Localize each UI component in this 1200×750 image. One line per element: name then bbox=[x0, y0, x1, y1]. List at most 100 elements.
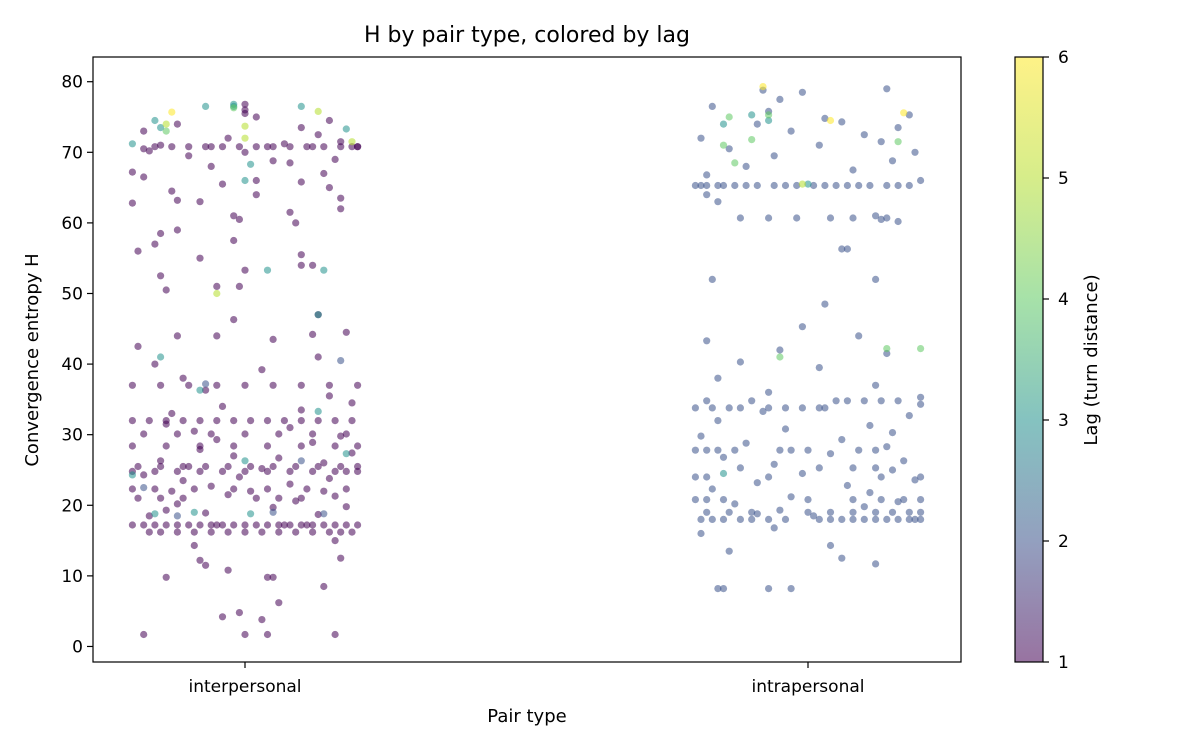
data-point bbox=[230, 236, 238, 245]
data-point bbox=[736, 404, 745, 412]
data-point bbox=[331, 521, 339, 529]
data-point bbox=[781, 404, 790, 412]
data-point bbox=[719, 120, 728, 128]
data-point bbox=[703, 397, 711, 405]
data-point bbox=[905, 508, 913, 516]
data-point bbox=[331, 630, 339, 639]
data-point bbox=[286, 480, 294, 488]
data-point bbox=[162, 442, 170, 450]
data-point bbox=[247, 462, 255, 471]
data-point bbox=[703, 446, 711, 454]
data-point bbox=[157, 494, 165, 502]
data-point bbox=[860, 131, 868, 139]
data-point bbox=[185, 381, 193, 389]
data-point bbox=[348, 417, 356, 425]
data-point bbox=[168, 187, 176, 195]
data-point bbox=[185, 521, 193, 529]
data-point bbox=[703, 337, 711, 345]
data-point bbox=[719, 585, 728, 593]
data-point bbox=[883, 181, 891, 190]
data-point bbox=[140, 173, 148, 181]
data-point bbox=[798, 469, 807, 478]
data-point bbox=[297, 521, 305, 529]
data-point bbox=[731, 159, 739, 167]
data-point bbox=[202, 509, 210, 517]
data-point bbox=[838, 554, 846, 562]
data-point bbox=[759, 407, 767, 415]
data-point bbox=[337, 357, 345, 365]
data-point bbox=[815, 364, 823, 372]
data-point bbox=[162, 286, 170, 294]
data-point bbox=[697, 515, 705, 524]
data-point bbox=[719, 181, 728, 190]
data-point bbox=[838, 515, 846, 524]
data-point bbox=[213, 417, 221, 425]
data-point bbox=[263, 521, 272, 529]
data-point bbox=[241, 528, 249, 536]
data-point bbox=[703, 496, 711, 504]
data-point bbox=[894, 515, 902, 524]
data-point bbox=[872, 381, 880, 389]
data-point bbox=[207, 430, 215, 438]
data-point bbox=[765, 404, 773, 412]
data-point bbox=[843, 245, 852, 253]
data-point bbox=[917, 473, 925, 481]
data-point bbox=[719, 141, 728, 149]
data-point bbox=[297, 494, 305, 502]
data-point bbox=[230, 521, 238, 529]
data-point bbox=[787, 493, 795, 501]
data-point bbox=[196, 417, 204, 425]
data-point bbox=[258, 616, 266, 624]
data-point bbox=[213, 381, 221, 389]
data-point bbox=[691, 446, 700, 454]
data-point bbox=[325, 528, 333, 536]
data-point bbox=[263, 467, 272, 475]
data-point bbox=[342, 125, 350, 133]
data-point bbox=[173, 430, 181, 438]
data-point bbox=[247, 510, 255, 518]
data-point bbox=[241, 630, 249, 639]
data-point bbox=[320, 266, 328, 274]
data-point bbox=[128, 140, 136, 148]
data-point bbox=[793, 181, 801, 190]
data-point bbox=[917, 400, 925, 408]
data-point bbox=[826, 450, 835, 458]
colorbar-gradient bbox=[1014, 56, 1044, 663]
data-point bbox=[337, 194, 345, 202]
y-tick-label: 0 bbox=[72, 637, 83, 657]
data-point bbox=[157, 272, 165, 280]
data-point bbox=[917, 393, 925, 401]
data-point bbox=[703, 191, 711, 199]
data-point bbox=[157, 141, 165, 149]
data-point bbox=[179, 374, 187, 382]
data-point bbox=[168, 143, 176, 151]
data-point bbox=[719, 496, 728, 504]
data-point bbox=[224, 528, 232, 536]
data-point bbox=[140, 127, 148, 135]
data-point bbox=[342, 467, 350, 475]
data-point bbox=[860, 397, 868, 405]
data-point bbox=[241, 100, 249, 108]
data-point bbox=[185, 462, 193, 471]
data-point bbox=[883, 443, 891, 451]
data-point bbox=[725, 404, 733, 412]
data-point bbox=[314, 131, 322, 139]
data-point bbox=[888, 466, 897, 474]
data-point bbox=[241, 134, 249, 142]
data-point bbox=[241, 122, 249, 130]
data-point bbox=[770, 152, 778, 160]
data-point bbox=[810, 512, 818, 520]
data-point bbox=[838, 245, 846, 253]
data-point bbox=[866, 489, 874, 497]
data-point bbox=[905, 181, 913, 190]
data-point bbox=[173, 512, 181, 520]
data-point bbox=[860, 503, 868, 511]
data-point bbox=[213, 521, 221, 529]
data-point bbox=[815, 141, 823, 149]
chart-title: H by pair type, colored by lag bbox=[364, 23, 690, 48]
data-point bbox=[151, 143, 159, 151]
data-point bbox=[252, 494, 260, 502]
y-axis: 0 10 20 30 40 50 60 70 80 bbox=[61, 73, 93, 657]
data-point bbox=[263, 143, 272, 151]
data-point bbox=[770, 460, 778, 468]
